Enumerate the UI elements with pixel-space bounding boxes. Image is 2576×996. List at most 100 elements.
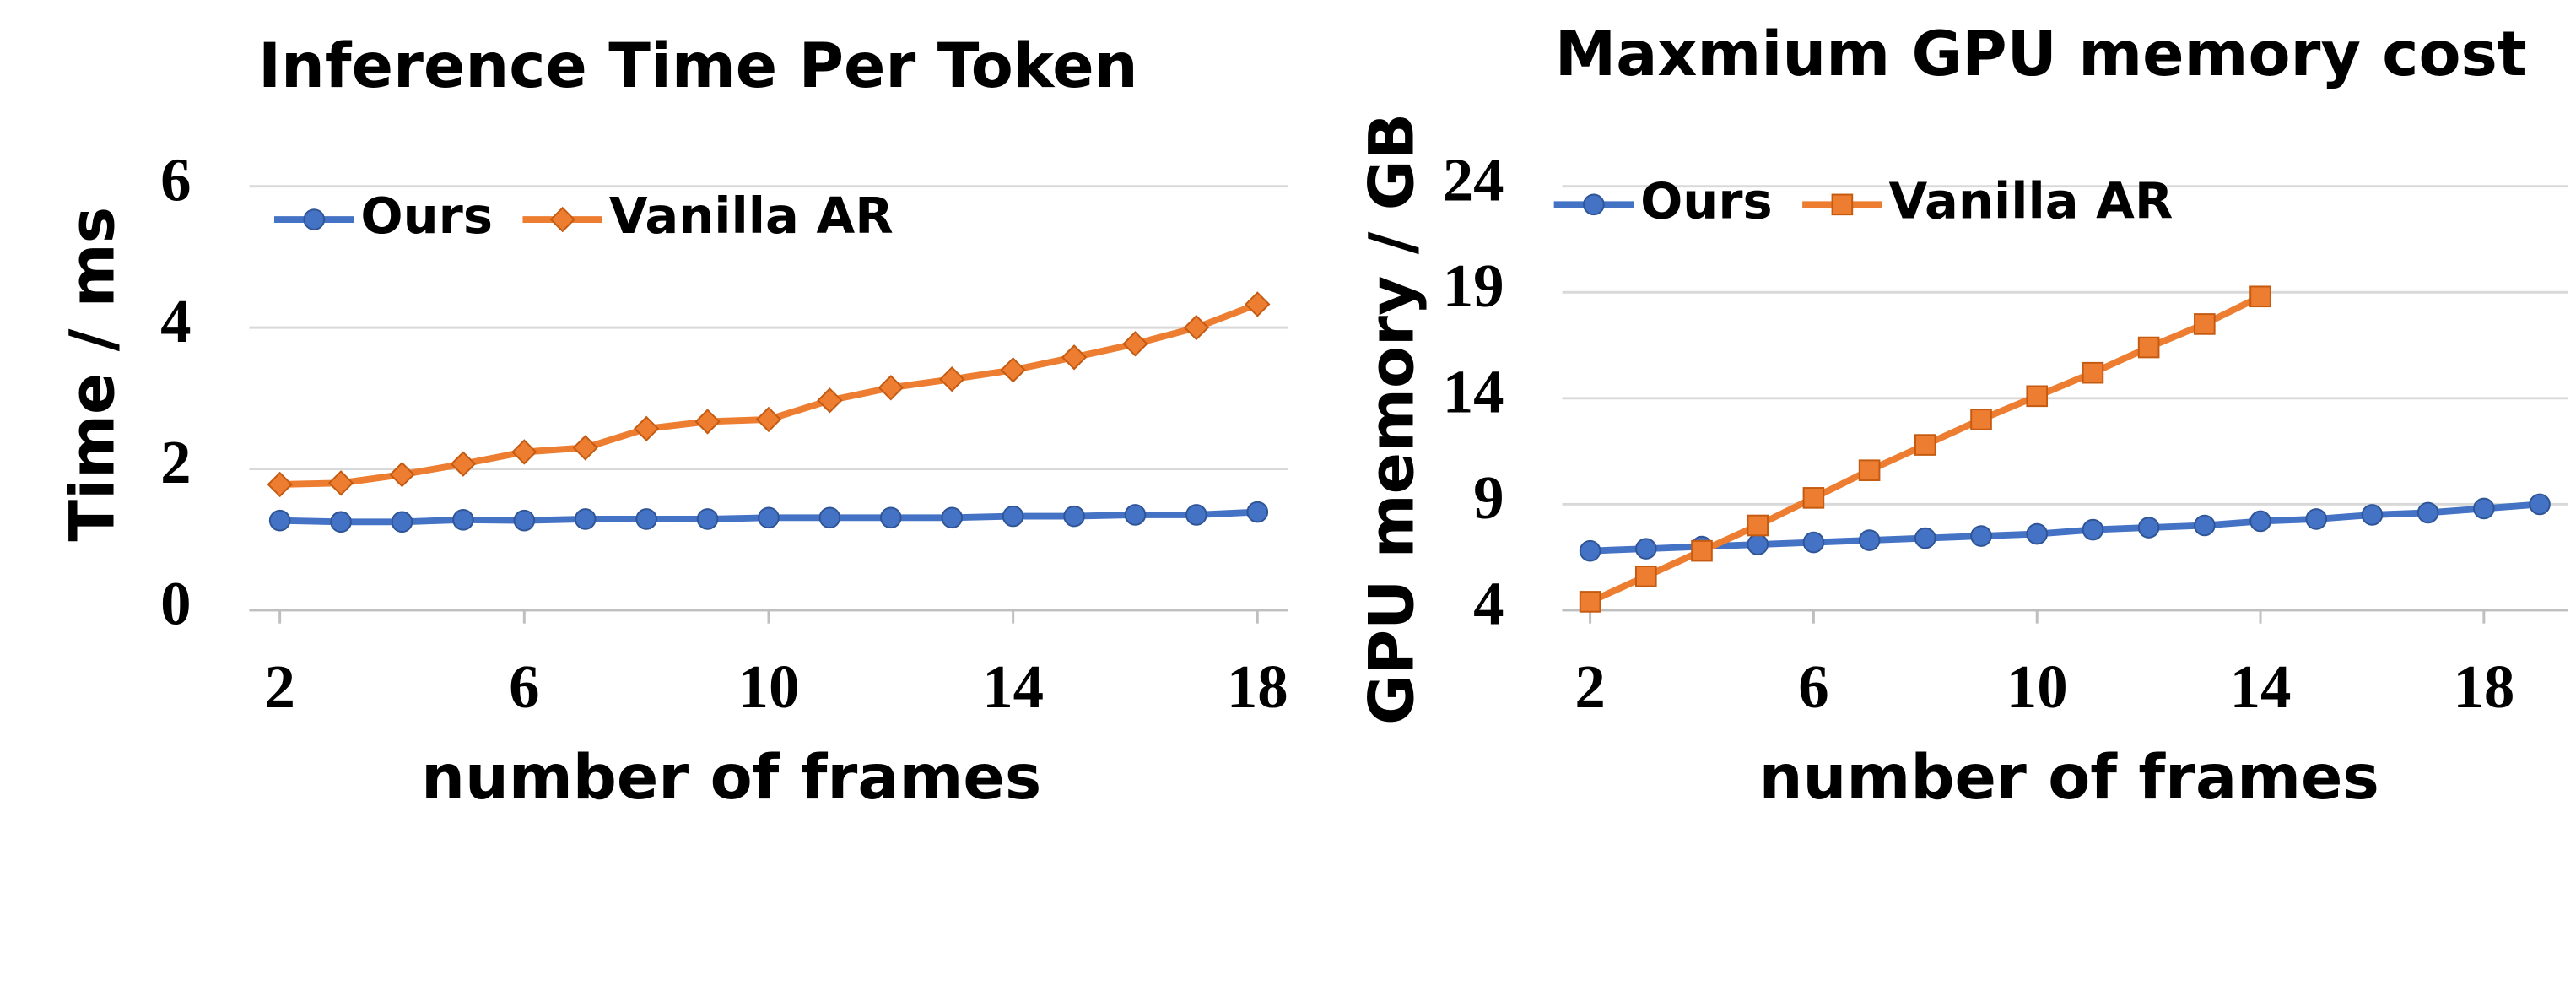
x-tick-label: 10	[2006, 652, 2068, 721]
marker	[1747, 533, 1769, 555]
y-tick-label: 6	[160, 145, 191, 214]
marker	[2082, 518, 2104, 541]
chart-title: Inference Time Per Token	[258, 30, 1138, 102]
x-tick-label: 14	[2230, 652, 2292, 721]
y-axis-label: GPU memory / GB	[1357, 113, 1428, 725]
legend-label: Ours	[1640, 171, 1773, 230]
marker	[1747, 514, 1769, 537]
x-tick-label: 2	[264, 652, 294, 721]
marker	[1831, 193, 1854, 216]
marker	[268, 509, 291, 532]
marker	[2137, 336, 2160, 359]
marker	[391, 511, 413, 533]
marker	[513, 509, 536, 532]
marker	[696, 508, 719, 530]
x-tick-label: 18	[2453, 652, 2514, 721]
marker	[1185, 504, 1207, 526]
marker	[1583, 193, 1605, 216]
marker	[549, 206, 575, 233]
y-tick-label: 0	[160, 570, 191, 638]
y-tick-label: 4	[160, 287, 191, 355]
marker	[2305, 508, 2328, 530]
chart-title: Maxmium GPU memory cost	[1555, 19, 2527, 90]
marker	[2529, 493, 2551, 516]
x-tick-label: 6	[1798, 652, 1828, 721]
marker	[1579, 591, 1601, 613]
y-tick-label: 9	[1473, 463, 1504, 532]
marker	[633, 415, 660, 441]
marker	[1970, 525, 1992, 547]
y-tick-label: 19	[1443, 252, 1504, 320]
marker	[1802, 531, 1825, 554]
x-axis-label: number of frames	[1759, 742, 2379, 814]
marker	[389, 462, 415, 488]
legend-label: Vanilla AR	[1889, 171, 2174, 230]
marker	[2194, 313, 2216, 335]
marker	[327, 470, 354, 496]
marker	[1634, 565, 1657, 587]
marker	[941, 506, 964, 529]
marker	[1124, 504, 1147, 526]
marker	[1183, 314, 1210, 341]
marker	[1691, 539, 1713, 562]
y-tick-label: 14	[1443, 358, 1504, 426]
marker	[1970, 409, 1992, 430]
marker	[758, 506, 780, 529]
marker	[1000, 357, 1026, 383]
marker	[2026, 522, 2049, 545]
marker	[574, 508, 597, 530]
marker	[303, 208, 326, 230]
marker	[1579, 539, 1601, 562]
x-tick-label: 10	[738, 652, 800, 721]
series-line	[1590, 501, 2541, 555]
marker	[2194, 514, 2216, 537]
marker	[880, 506, 902, 529]
marker	[1914, 434, 1936, 456]
marker	[1122, 331, 1148, 357]
marker	[2249, 285, 2271, 308]
marker	[1858, 529, 1881, 551]
marker	[1802, 487, 1825, 509]
marker	[817, 387, 843, 414]
marker	[1002, 505, 1024, 528]
x-tick-label: 2	[1574, 652, 1605, 721]
marker	[1063, 505, 1085, 528]
marker	[330, 511, 352, 533]
y-tick-label: 4	[1473, 570, 1504, 638]
marker	[1858, 459, 1881, 482]
marker	[755, 406, 782, 433]
series-line	[279, 300, 1259, 488]
marker	[939, 366, 965, 392]
x-axis-label: number of frames	[421, 742, 1041, 814]
x-tick-label: 18	[1227, 652, 1288, 721]
marker	[2249, 510, 2271, 533]
marker	[1061, 344, 1088, 371]
legend-label: Vanilla AR	[609, 187, 894, 245]
x-tick-label: 6	[509, 652, 539, 721]
marker	[2473, 497, 2495, 520]
marker	[267, 471, 293, 498]
marker	[2361, 504, 2384, 526]
marker	[2137, 517, 2160, 539]
legend-label: Ours	[360, 187, 493, 245]
marker	[2417, 501, 2439, 524]
y-tick-label: 2	[160, 428, 191, 496]
marker	[1245, 291, 1271, 317]
y-axis-label: Time / ms	[57, 207, 128, 542]
marker	[450, 451, 477, 477]
marker	[511, 439, 537, 465]
marker	[1634, 538, 1657, 560]
marker	[694, 409, 721, 435]
marker	[635, 508, 657, 530]
marker	[878, 375, 904, 401]
marker	[1914, 527, 1936, 549]
marker	[2026, 385, 2049, 408]
marker	[572, 435, 598, 461]
marker	[452, 508, 474, 531]
x-tick-label: 14	[982, 652, 1044, 721]
marker	[1246, 501, 1269, 523]
y-tick-label: 24	[1443, 145, 1504, 214]
marker	[2082, 361, 2104, 384]
marker	[818, 506, 841, 529]
